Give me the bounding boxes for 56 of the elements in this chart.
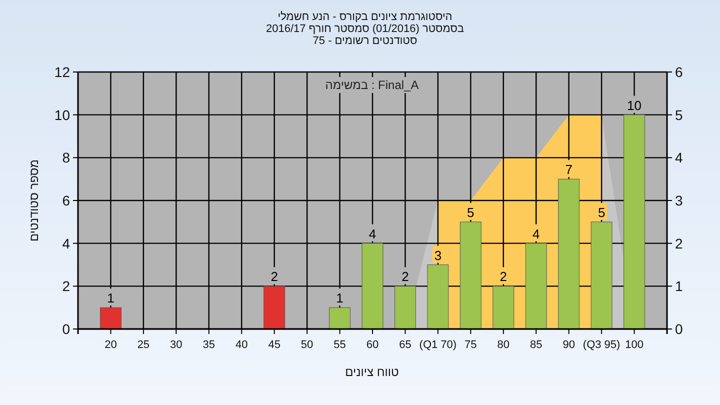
bar: [100, 307, 122, 330]
y2-tick-label: 5: [675, 106, 683, 123]
y2-tick-label: 0: [675, 321, 683, 337]
y-tick-label: 8: [62, 150, 70, 166]
bar: [558, 178, 580, 330]
x-axis-title: טווח ציונים: [345, 365, 400, 379]
data-label: 3: [434, 248, 442, 263]
x-tick-label: 20: [104, 339, 117, 351]
x-tick-label: 100: [625, 339, 644, 351]
x-tick-label: 50: [300, 339, 314, 351]
y2-tick-label: 6: [675, 64, 683, 80]
x-tick-label: 55: [334, 339, 346, 351]
data-label: 2: [270, 269, 278, 284]
data-label: 2: [500, 269, 508, 284]
data-label: 5: [467, 204, 474, 220]
x-tick-label: 80: [497, 339, 510, 351]
x-tick-label: 25: [137, 339, 150, 351]
bar: [329, 307, 350, 330]
y-tick-label: 2: [62, 278, 70, 294]
y2-tick-label: 3: [675, 192, 683, 208]
x-tick-label: 65: [399, 339, 412, 351]
x-tick-label: (Q3 95): [582, 339, 620, 351]
bar: [525, 243, 547, 330]
y2-tick-label: 2: [675, 235, 683, 252]
x-tick-label: 40: [235, 339, 248, 351]
y-axis-title: מספר סטודנטים: [27, 159, 41, 242]
annotation: במשימה : Final_A: [325, 78, 419, 92]
y-tick-label: 10: [54, 106, 70, 123]
data-label: 1: [107, 290, 114, 306]
bar: [264, 286, 286, 330]
x-tick-label: 35: [202, 339, 216, 351]
data-label: 2: [402, 269, 409, 284]
y-tick-label: 0: [62, 321, 70, 337]
bar: [460, 222, 482, 330]
bar: [492, 286, 514, 330]
data-label: 7: [565, 162, 572, 178]
y-tick-label: 6: [62, 192, 70, 208]
chart-title: היסטוגרמת ציונים בקורס - הנע חשמלי: [278, 11, 452, 23]
x-tick-label: 85: [530, 339, 542, 351]
data-label: 1: [336, 290, 344, 306]
bar: [362, 243, 384, 330]
data-label: 10: [627, 98, 642, 113]
y-tick-label: 4: [62, 235, 70, 252]
chart-subtitle: בסמסטר (01/2016) סמסטר חורף 2016/17 סטודנטים רשומים - 75: [266, 23, 464, 47]
y2-tick-label: 1: [675, 278, 683, 294]
x-tick-label: 75: [464, 339, 477, 351]
y2-tick-label: 4: [675, 150, 683, 166]
x-tick-label: 45: [268, 339, 280, 351]
x-tick-label: 30: [170, 339, 182, 351]
data-label: 5: [598, 204, 606, 220]
data-label: 4: [532, 226, 540, 242]
x-tick-label: 90: [562, 339, 575, 351]
y-tick-label: 12: [54, 64, 70, 80]
x-tick-label: (Q1 70): [419, 339, 457, 351]
x-tick-label: 60: [366, 339, 379, 351]
data-label: 4: [368, 226, 376, 242]
